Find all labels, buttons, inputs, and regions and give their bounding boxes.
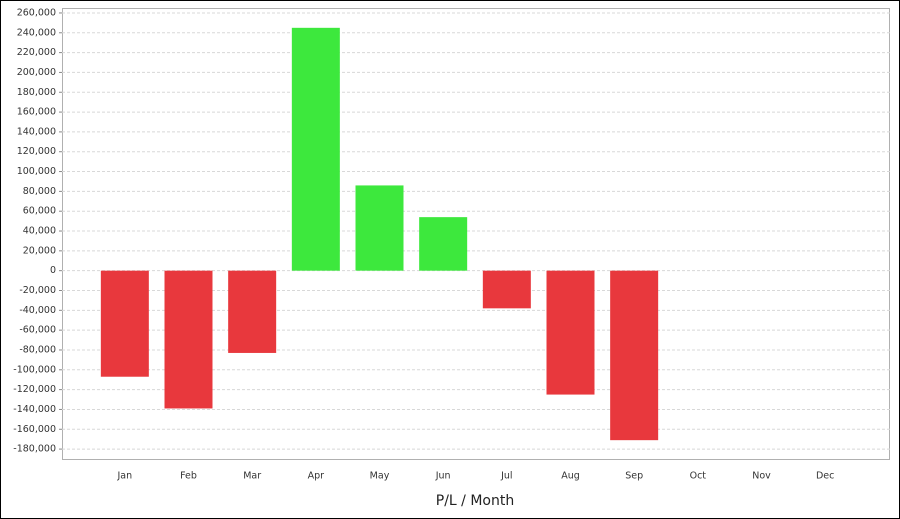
y-tick-label: -80,000 xyxy=(19,344,56,355)
y-tick-label: 80,000 xyxy=(23,186,56,197)
y-tick-label: 100,000 xyxy=(17,166,56,177)
bar xyxy=(228,270,277,353)
x-tick-label: May xyxy=(370,471,390,482)
bar xyxy=(355,185,404,271)
x-tick-label: Oct xyxy=(690,471,707,482)
x-tick-label: Mar xyxy=(243,471,261,482)
y-tick-label: -100,000 xyxy=(13,364,56,375)
y-tick-label: -20,000 xyxy=(19,285,56,296)
x-tick-label: Feb xyxy=(180,471,197,482)
y-tick-label: -60,000 xyxy=(19,325,56,336)
y-tick-label: 240,000 xyxy=(17,27,56,38)
y-tick-label: 120,000 xyxy=(17,146,56,157)
bar xyxy=(546,270,595,395)
bar xyxy=(610,270,659,441)
y-tick-label: -40,000 xyxy=(19,305,56,316)
y-tick-label: 160,000 xyxy=(17,107,56,118)
y-tick-label: 220,000 xyxy=(17,47,56,58)
y-tick-label: 180,000 xyxy=(17,87,56,98)
y-tick-label: 260,000 xyxy=(17,7,56,18)
bar xyxy=(100,270,149,377)
x-tick-label: Jun xyxy=(435,471,451,482)
x-tick-label: Jan xyxy=(117,471,133,482)
bar xyxy=(482,270,531,309)
x-tick-label: Apr xyxy=(308,471,325,482)
y-tick-label: -120,000 xyxy=(13,384,56,395)
x-tick-label: Sep xyxy=(625,471,643,482)
y-tick-label: 20,000 xyxy=(23,245,56,256)
y-tick-label: 0 xyxy=(50,265,56,276)
y-tick-label: -180,000 xyxy=(13,444,56,455)
y-tick-label: 140,000 xyxy=(17,126,56,137)
y-tick-label: -160,000 xyxy=(13,424,56,435)
bar xyxy=(164,270,213,409)
y-tick-label: 40,000 xyxy=(23,226,56,237)
y-tick-label: 200,000 xyxy=(17,67,56,78)
y-tick-label: -140,000 xyxy=(13,404,56,415)
bar xyxy=(419,217,468,271)
x-tick-label: Aug xyxy=(561,471,580,482)
x-tick-label: Dec xyxy=(816,471,834,482)
bar xyxy=(291,27,340,271)
x-axis-title: P/L / Month xyxy=(436,493,514,509)
x-tick-label: Jul xyxy=(500,471,512,482)
x-tick-label: Nov xyxy=(752,471,771,482)
y-tick-label: 60,000 xyxy=(23,206,56,217)
